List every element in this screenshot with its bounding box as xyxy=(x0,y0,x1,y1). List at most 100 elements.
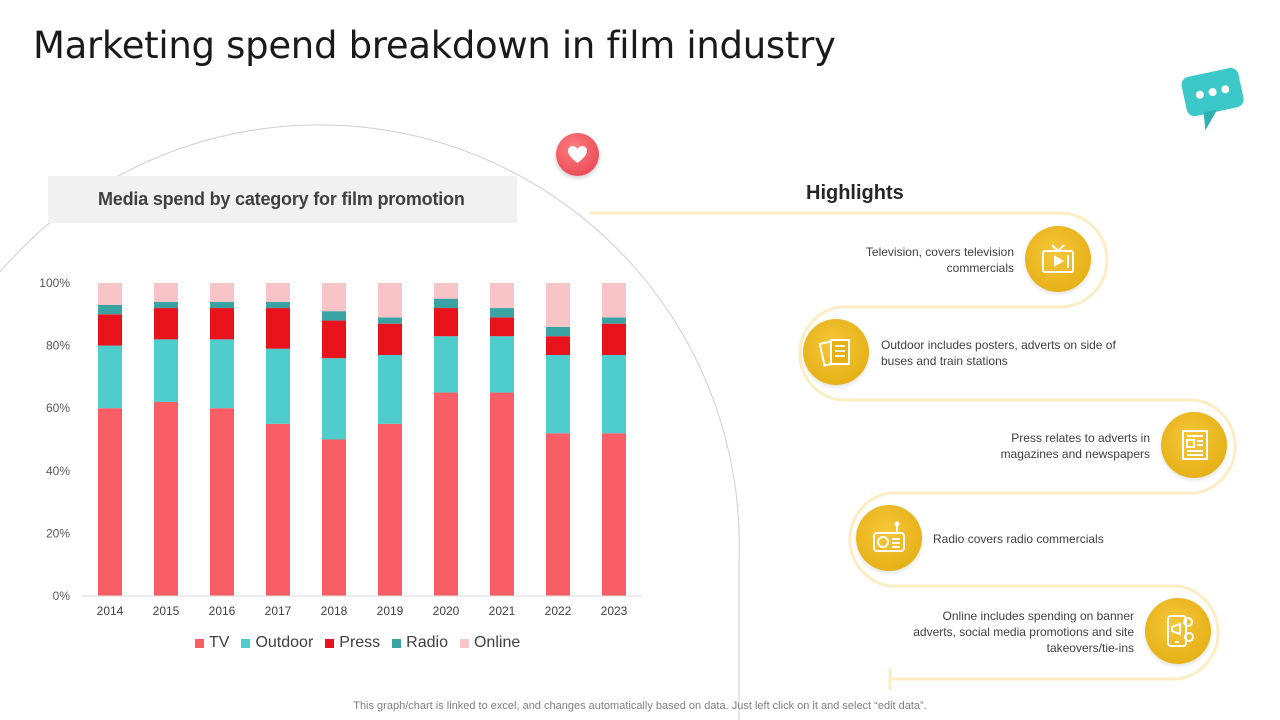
bar-tv-2016 xyxy=(210,408,234,596)
x-tick-label: 2021 xyxy=(489,604,516,618)
bar-tv-2014 xyxy=(98,408,122,596)
bar-tv-2022 xyxy=(546,433,570,596)
y-tick-label: 100% xyxy=(39,276,70,290)
chart-title-box: Media spend by category for film promoti… xyxy=(48,176,517,223)
bar-outdoor-2014 xyxy=(98,345,122,409)
bar-radio-2019 xyxy=(378,317,402,324)
bar-press-2016 xyxy=(210,308,234,340)
bar-radio-2016 xyxy=(210,301,234,309)
mobile-online-icon xyxy=(1167,615,1194,647)
bar-online-2017 xyxy=(266,283,290,302)
x-tick-label: 2015 xyxy=(153,604,180,618)
legend-swatch xyxy=(459,638,469,648)
highlight-tv-circle xyxy=(1025,226,1091,292)
highlight-outdoor-text: Outdoor includes posters, adverts on sid… xyxy=(881,338,1116,368)
bar-tv-2019 xyxy=(378,423,402,596)
chart-legend: TV Outdoor Press Radio Online xyxy=(195,634,520,652)
x-tick-label: 2018 xyxy=(321,604,348,618)
bar-tv-2017 xyxy=(266,423,290,596)
bar-radio-2018 xyxy=(322,311,346,321)
y-tick-label: 0% xyxy=(53,589,71,603)
bar-online-2018 xyxy=(322,283,346,312)
page-title: Marketing spend breakdown in film indust… xyxy=(33,24,836,67)
bar-press-2022 xyxy=(546,336,570,355)
x-tick-label: 2016 xyxy=(209,604,236,618)
bar-outdoor-2017 xyxy=(266,348,290,424)
bar-press-2014 xyxy=(98,314,122,346)
posters-icon xyxy=(818,339,850,367)
bar-press-2020 xyxy=(434,308,458,337)
x-tick-label: 2023 xyxy=(601,604,628,618)
bar-online-2023 xyxy=(602,283,626,318)
bar-outdoor-2023 xyxy=(602,354,626,434)
bar-tv-2018 xyxy=(322,439,346,596)
y-tick-label: 20% xyxy=(46,526,70,540)
bar-radio-2017 xyxy=(266,301,290,309)
bar-outdoor-2015 xyxy=(154,339,178,402)
bar-press-2017 xyxy=(266,308,290,349)
legend-label: TV xyxy=(209,634,230,651)
bar-radio-2022 xyxy=(546,326,570,337)
x-tick-label: 2017 xyxy=(265,604,292,618)
legend-swatch xyxy=(325,638,335,648)
bar-outdoor-2018 xyxy=(322,358,346,440)
bar-tv-2023 xyxy=(602,433,626,596)
highlight-tv-text: Television, covers television commercial… xyxy=(865,245,1014,275)
legend-label: Online xyxy=(473,634,521,651)
bar-radio-2020 xyxy=(434,298,458,309)
legend-item-tv: TV xyxy=(195,634,229,652)
bar-radio-2021 xyxy=(490,308,514,318)
x-tick-label: 2014 xyxy=(97,604,124,618)
bar-tv-2021 xyxy=(490,392,514,596)
bar-press-2023 xyxy=(602,323,626,355)
bar-press-2019 xyxy=(378,323,402,355)
bar-press-2018 xyxy=(322,320,346,359)
chart-title: Media spend by category for film promoti… xyxy=(98,189,465,209)
bar-outdoor-2022 xyxy=(546,354,570,434)
bar-press-2021 xyxy=(490,317,514,337)
legend-item-online: Online xyxy=(459,634,521,652)
newspaper-icon xyxy=(1182,430,1208,460)
bar-press-2015 xyxy=(154,308,178,340)
highlight-press-circle xyxy=(1161,412,1227,478)
footnote: This graph/chart is linked to excel, and… xyxy=(353,700,927,712)
highlight-press-text: Press relates to adverts in magazines an… xyxy=(1000,431,1150,461)
tv-icon xyxy=(1042,244,1074,273)
bar-tv-2015 xyxy=(154,401,178,596)
highlight-online-circle xyxy=(1145,598,1211,664)
bar-online-2016 xyxy=(210,283,234,302)
bar-online-2014 xyxy=(98,283,122,305)
bar-outdoor-2016 xyxy=(210,339,234,409)
bar-outdoor-2021 xyxy=(490,336,514,393)
highlight-online-text: Online includes spending on banner adver… xyxy=(913,609,1134,655)
bar-online-2022 xyxy=(546,283,570,327)
bar-outdoor-2019 xyxy=(378,354,402,424)
highlight-radio-circle xyxy=(856,505,922,571)
bar-outdoor-2020 xyxy=(434,336,458,393)
bar-online-2020 xyxy=(434,283,458,299)
highlights-title: Highlights xyxy=(806,182,904,204)
x-tick-label: 2019 xyxy=(377,604,404,618)
x-tick-label: 2020 xyxy=(433,604,460,618)
bar-online-2015 xyxy=(154,283,178,302)
bar-radio-2015 xyxy=(154,301,178,309)
highlight-outdoor-circle xyxy=(803,319,869,385)
legend-swatch xyxy=(392,638,402,648)
legend-item-radio: Radio xyxy=(392,634,448,652)
y-tick-label: 80% xyxy=(46,339,70,353)
y-tick-label: 40% xyxy=(46,464,70,478)
stacked-bar-chart[interactable]: 0% 20% 40% 60% 80% 100% 2014 2015 2016 2017 2018 20… xyxy=(0,260,680,630)
bar-online-2019 xyxy=(378,283,402,318)
y-tick-label: 60% xyxy=(46,401,70,415)
bar-online-2021 xyxy=(490,283,514,309)
legend-item-outdoor: Outdoor xyxy=(241,634,313,652)
legend-label: Press xyxy=(339,634,381,651)
heart-icon xyxy=(568,146,587,163)
legend-item-press: Press xyxy=(325,634,380,652)
radio-icon xyxy=(873,521,905,552)
chat-bubble-icon xyxy=(1181,67,1244,131)
legend-label: Outdoor xyxy=(255,634,314,651)
x-tick-label: 2022 xyxy=(545,604,572,618)
legend-label: Radio xyxy=(406,634,448,651)
bar-radio-2014 xyxy=(98,304,122,315)
